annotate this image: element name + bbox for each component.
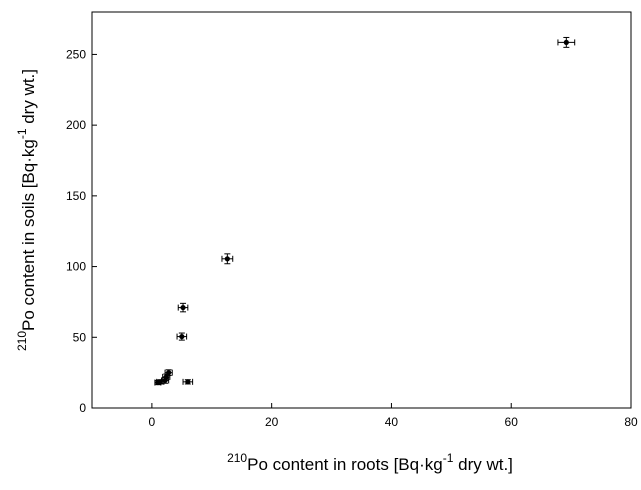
x-tick-label: 80 — [624, 415, 638, 429]
x-axis-title: 210Po content in roots [Bq·kg-1 dry wt.] — [227, 451, 513, 474]
point-marker — [155, 379, 161, 386]
y-axis-title-text: Po content in soils [Bq·kg — [19, 139, 38, 331]
data-point — [154, 379, 162, 386]
y-tick-label: 250 — [66, 47, 86, 61]
y-axis-ticks: 0 50 100 150 200 250 — [66, 47, 97, 415]
y-tick-label: 200 — [66, 118, 86, 132]
x-axis-title-isotope: 210 — [227, 451, 247, 465]
y-tick-label: 150 — [66, 189, 86, 203]
point-marker — [179, 333, 185, 340]
data-point — [176, 332, 188, 341]
point-marker — [185, 379, 191, 385]
x-axis-title-text: Po content in roots [Bq·kg — [247, 455, 443, 474]
y-axis-title-isotope: 210 — [15, 331, 29, 351]
y-tick-label: 50 — [73, 330, 87, 344]
data-point — [182, 378, 194, 385]
plot-area-frame — [91, 11, 632, 409]
y-tick-label: 0 — [79, 401, 86, 415]
data-points — [154, 36, 576, 386]
data-point — [221, 253, 234, 265]
x-tick-label: 0 — [149, 415, 156, 429]
y-axis-title-exponent: -1 — [15, 128, 29, 139]
y-axis-title: 210Po content in soils [Bq·kg-1 dry wt.] — [15, 69, 38, 351]
data-point — [177, 302, 189, 313]
y-axis-title-unit: dry wt.] — [19, 69, 38, 129]
x-axis-title-exponent: -1 — [443, 451, 454, 465]
x-axis-ticks: 0 20 40 60 80 — [149, 403, 638, 429]
point-marker — [180, 304, 186, 311]
y-tick-label: 100 — [66, 260, 86, 274]
x-axis-title-unit: dry wt.] — [453, 455, 513, 474]
point-marker — [563, 39, 569, 46]
x-tick-label: 60 — [505, 415, 519, 429]
point-marker — [224, 256, 230, 262]
data-point — [557, 36, 576, 48]
x-tick-label: 20 — [265, 415, 279, 429]
x-tick-label: 40 — [385, 415, 399, 429]
